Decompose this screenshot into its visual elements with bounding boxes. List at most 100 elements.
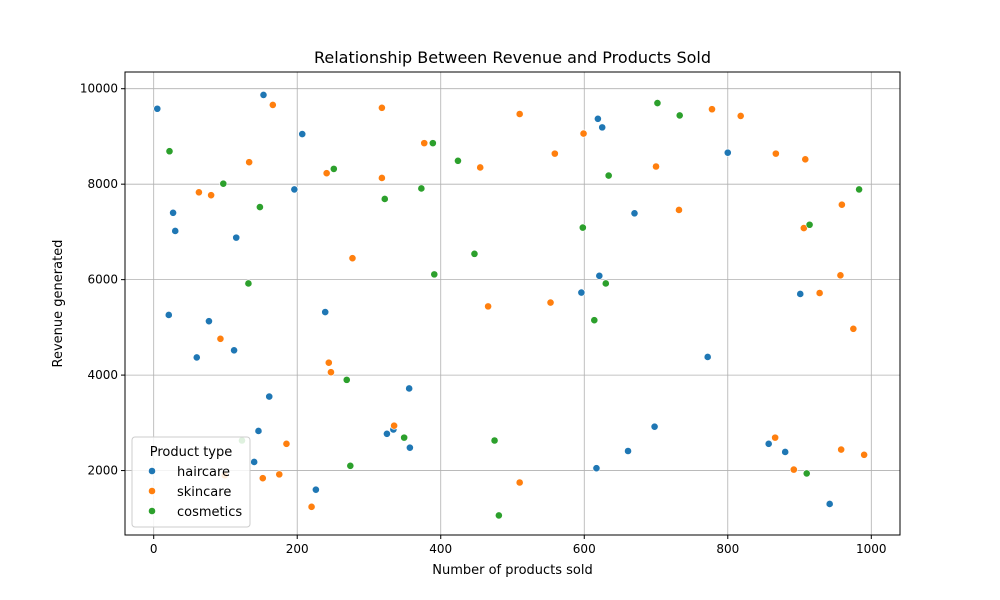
skincare-point: [195, 188, 203, 197]
skincare-point: [515, 110, 524, 118]
legend-title: Product type: [150, 445, 233, 460]
skincare-point: [420, 139, 429, 148]
haircare-point: [169, 208, 177, 217]
skincare-point: [708, 105, 716, 114]
haircare-point: [703, 353, 712, 361]
skincare-point: [390, 421, 398, 430]
haircare-point: [321, 308, 330, 316]
skincare-point: [377, 174, 386, 182]
legend-label-haircare: haircare: [177, 465, 230, 480]
cosmetics-point: [430, 270, 439, 279]
chart-title: Relationship Between Revenue and Product…: [314, 48, 711, 67]
skincare-point: [377, 103, 386, 112]
cosmetics-point: [490, 436, 499, 445]
haircare-point: [259, 91, 268, 99]
series-cosmetics: [165, 99, 863, 520]
skincare-point: [476, 163, 485, 172]
grid: [125, 72, 900, 535]
skincare-point: [836, 271, 845, 280]
skincare-point: [324, 358, 333, 367]
skincare-point: [771, 433, 780, 442]
haircare-point: [254, 427, 263, 435]
cosmetics-point: [802, 469, 811, 478]
skincare-point: [801, 155, 810, 164]
cosmetics-point: [578, 223, 587, 232]
skincare-point: [849, 324, 858, 333]
skincare-point: [546, 298, 555, 307]
skincare-point: [860, 450, 869, 459]
legend-label-skincare: skincare: [177, 485, 231, 500]
skincare-point: [207, 191, 216, 200]
skincare-point: [348, 254, 357, 263]
axis-ticks: 0 200 400 600 800 1000 2000 4000 6000 8000 10000: [80, 82, 887, 556]
cosmetics-point: [805, 220, 814, 229]
skincare-point: [675, 206, 683, 214]
skincare-point: [652, 162, 660, 171]
x-axis-label: Number of products sold: [432, 563, 593, 578]
y-tick-label: 6000: [87, 273, 118, 287]
haircare-point: [232, 233, 241, 242]
y-tick-label: 10000: [80, 82, 118, 96]
haircare-point: [298, 130, 307, 138]
cosmetics-point: [494, 511, 503, 520]
skincare-point: [275, 470, 284, 479]
x-tick-label: 0: [150, 542, 158, 556]
skincare-point: [327, 368, 335, 377]
cosmetics-point: [653, 99, 662, 107]
cosmetics-point: [244, 279, 253, 288]
skincare-point: [550, 149, 559, 158]
cosmetics-point: [604, 171, 613, 180]
x-tick-label: 800: [716, 542, 739, 556]
haircare-point: [624, 447, 632, 455]
data-points: [153, 91, 869, 520]
plot-area: [124, 71, 901, 536]
haircare-point: [598, 123, 607, 132]
haircare-point: [205, 317, 213, 326]
skincare-point: [268, 101, 277, 109]
legend-marker-haircare: [148, 467, 156, 475]
cosmetics-point: [601, 279, 610, 288]
haircare-point: [311, 485, 320, 494]
skincare-point: [282, 439, 291, 448]
skincare-point: [579, 129, 588, 138]
y-axis-label: Revenue generated: [51, 240, 66, 368]
haircare-point: [192, 353, 201, 362]
haircare-point: [250, 458, 259, 466]
skincare-point: [815, 289, 824, 297]
haircare-point: [592, 464, 601, 473]
haircare-point: [405, 384, 414, 393]
haircare-point: [265, 392, 274, 401]
x-tick-label: 200: [286, 542, 309, 556]
legend-marker-cosmetics: [148, 507, 156, 515]
haircare-point: [230, 346, 238, 355]
skincare-point: [216, 334, 225, 343]
haircare-point: [164, 311, 173, 319]
haircare-point: [405, 443, 414, 452]
legend-box: [131, 436, 251, 528]
cosmetics-point: [256, 203, 264, 211]
haircare-point: [153, 104, 162, 113]
x-tick-label: 600: [573, 542, 596, 556]
skincare-point: [736, 112, 745, 120]
skincare-point: [515, 478, 524, 487]
haircare-point: [171, 227, 180, 235]
cosmetics-point: [219, 179, 228, 188]
haircare-point: [383, 429, 391, 438]
haircare-point: [764, 439, 773, 448]
cosmetics-point: [342, 375, 351, 384]
skincare-point: [771, 149, 780, 158]
legend-marker-skincare: [148, 487, 156, 495]
cosmetics-point: [400, 433, 409, 442]
series-haircare: [153, 91, 834, 508]
series-skincare: [195, 101, 869, 511]
cosmetics-point: [329, 164, 338, 173]
skincare-point: [837, 445, 846, 454]
legend-label-cosmetics: cosmetics: [177, 505, 242, 520]
skincare-point: [258, 474, 267, 483]
y-tick-label: 8000: [87, 177, 118, 191]
haircare-point: [577, 288, 586, 297]
skincare-point: [789, 465, 798, 474]
cosmetics-point: [675, 111, 684, 120]
haircare-point: [796, 290, 805, 298]
